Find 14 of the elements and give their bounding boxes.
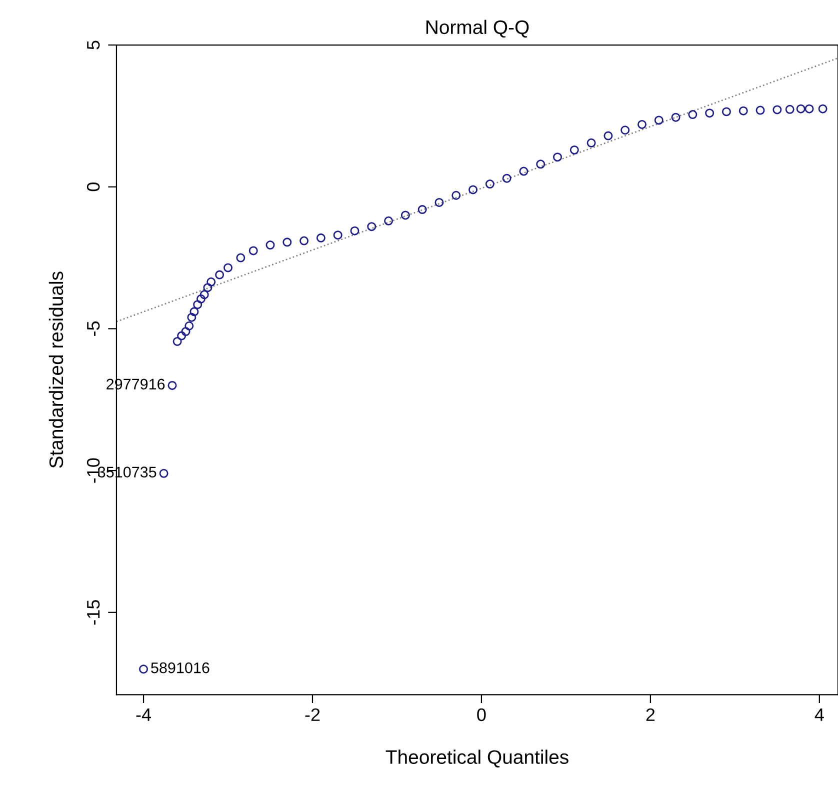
x-tick-label: 2 (646, 708, 655, 721)
x-axis-title: Theoretical Quantiles (386, 750, 568, 768)
y-tick-label: -5 (87, 321, 100, 336)
x-tick-label: -2 (305, 708, 320, 721)
y-tick-label: -10 (86, 458, 100, 483)
chart-title: Normal Q-Q (426, 20, 529, 38)
y-tick-label: 5 (87, 40, 100, 50)
y-axis-title: Standardized residuals (48, 272, 64, 468)
x-tick-label: -4 (136, 708, 152, 721)
x-tick-label: 0 (477, 708, 486, 722)
y-tick-label: -15 (87, 600, 100, 625)
annotation: 5891016 (151, 662, 210, 674)
y-tick-label: 0 (86, 182, 100, 192)
x-tick-label: 4 (814, 708, 824, 721)
